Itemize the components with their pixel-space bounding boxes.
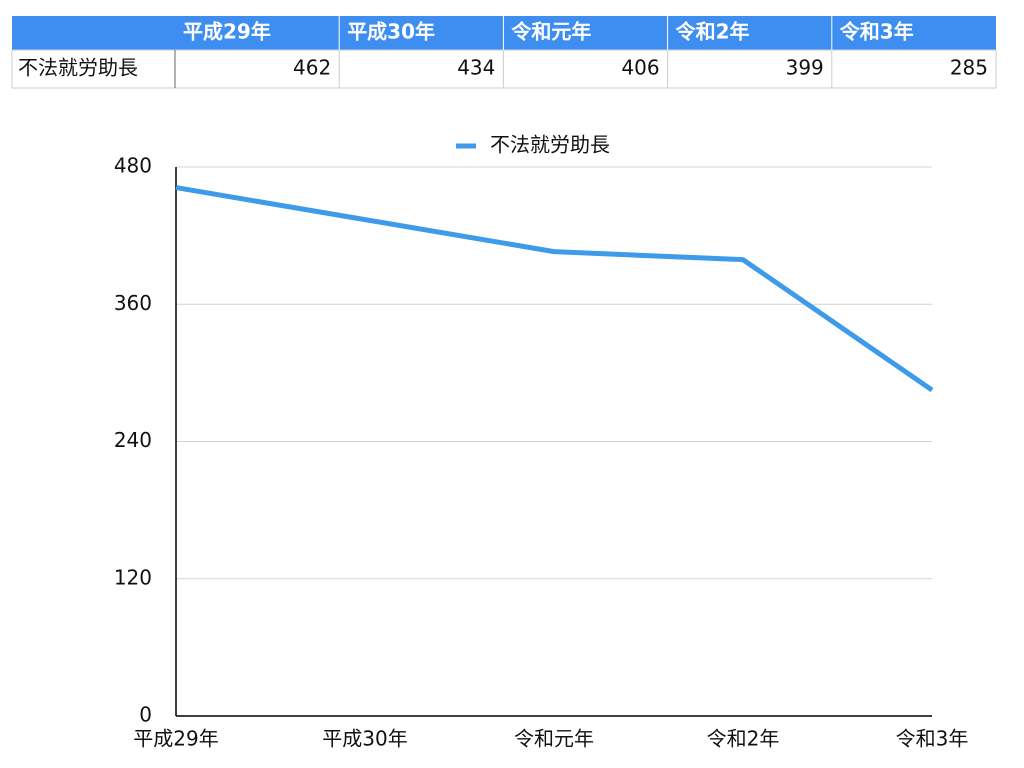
x-tick-label: 平成30年 [322,727,407,751]
table-cell: 462 [293,56,331,80]
table-row-bg [11,49,997,89]
y-tick-label: 480 [114,154,152,178]
y-tick-label: 360 [114,291,152,315]
table-cell: 285 [950,56,988,80]
table-header-cell: 平成29年 [183,20,271,44]
table-row-label: 不法就労助長 [18,56,138,80]
y-tick-label: 120 [114,565,152,589]
table-cell: 399 [786,56,824,80]
x-tick-label: 平成29年 [133,727,218,751]
table-cell: 434 [457,56,495,80]
table-header-cell: 令和元年 [511,20,591,44]
legend-label: 不法就労助長 [490,133,610,157]
x-tick-label: 令和2年 [707,727,780,751]
table-header-cell: 令和2年 [676,20,750,44]
table-cell: 406 [621,56,659,80]
y-tick-label: 240 [114,428,152,452]
x-tick-label: 令和3年 [896,727,969,751]
table-header-cell: 令和3年 [840,20,914,44]
x-tick-label: 令和元年 [514,727,594,751]
data-line [175,185,934,393]
table-header-bg [175,16,996,50]
table-header-corner [12,16,175,50]
table-header-cell: 平成30年 [347,20,435,44]
y-tick-label: 0 [139,703,152,727]
